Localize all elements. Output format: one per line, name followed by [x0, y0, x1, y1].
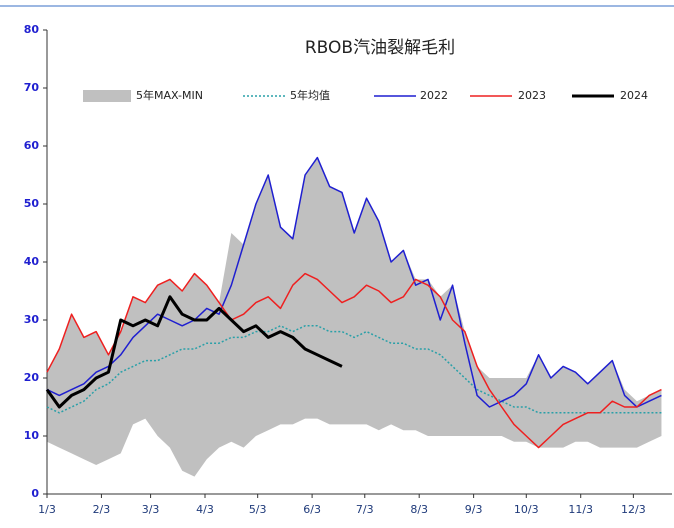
- legend-label: 2022: [420, 89, 448, 102]
- y-tick-label: 70: [24, 81, 40, 94]
- x-tick-label: 11/3: [568, 503, 593, 516]
- x-tick-label: 1/3: [38, 503, 56, 516]
- x-tick-label: 7/3: [356, 503, 374, 516]
- series-line: [46, 325, 662, 414]
- x-tick-label: 8/3: [410, 503, 428, 516]
- chart-title: RBOB汽油裂解毛利: [305, 38, 455, 58]
- x-tick-label: 4/3: [196, 503, 214, 516]
- legend-label: 2024: [620, 89, 648, 102]
- series-line: [45, 295, 343, 409]
- x-tick-label: 10/3: [514, 503, 539, 516]
- y-tick-label: 30: [24, 313, 40, 326]
- y-tick-label: 40: [24, 255, 40, 268]
- y-tick-label: 80: [24, 23, 40, 36]
- x-tick-label: 9/3: [465, 503, 483, 516]
- x-tick-label: 2/3: [93, 503, 111, 516]
- x-tick-label: 6/3: [303, 503, 321, 516]
- y-tick-label: 20: [24, 371, 40, 384]
- band-area: [47, 157, 662, 477]
- x-tick-label: 12/3: [621, 503, 646, 516]
- legend-label: 5年均值: [290, 88, 330, 102]
- y-tick-label: 50: [24, 197, 40, 210]
- series-line: [46, 272, 662, 449]
- x-tick-label: 5/3: [249, 503, 267, 516]
- y-tick-label: 10: [24, 429, 40, 442]
- y-tick-label: 60: [24, 139, 40, 152]
- y-tick-label: 0: [31, 487, 39, 500]
- legend-label: 5年MAX-MIN: [136, 88, 203, 102]
- legend-swatch: [83, 90, 131, 102]
- legend-label: 2023: [518, 89, 546, 102]
- x-tick-label: 3/3: [142, 503, 160, 516]
